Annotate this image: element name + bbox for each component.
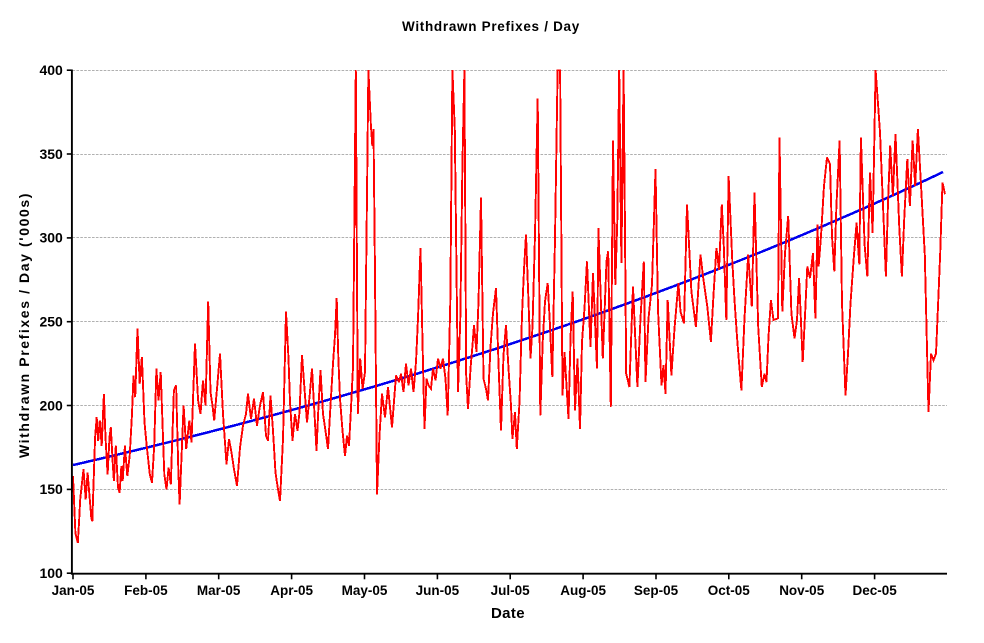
svg-text:Mar-05: Mar-05 [197,583,241,598]
svg-text:Sep-05: Sep-05 [634,583,679,598]
svg-text:Nov-05: Nov-05 [779,583,825,598]
svg-text:Aug-05: Aug-05 [560,583,606,598]
svg-text:Withdrawn Prefixes / Day ('000: Withdrawn Prefixes / Day ('000s) [16,192,32,458]
svg-text:200: 200 [39,397,63,413]
svg-text:150: 150 [39,481,63,497]
svg-text:Feb-05: Feb-05 [124,583,168,598]
svg-text:100: 100 [39,565,63,581]
svg-text:350: 350 [39,146,63,162]
svg-text:250: 250 [39,314,63,330]
svg-text:May-05: May-05 [342,583,388,598]
svg-text:Jan-05: Jan-05 [52,583,95,598]
svg-text:400: 400 [39,62,63,78]
svg-text:Dec-05: Dec-05 [852,583,897,598]
svg-text:Withdrawn Prefixes / Day: Withdrawn Prefixes / Day [402,19,580,34]
svg-text:300: 300 [39,230,63,246]
svg-text:Oct-05: Oct-05 [708,583,751,598]
svg-text:Jul-05: Jul-05 [491,583,531,598]
svg-text:Date: Date [491,605,525,622]
svg-text:Apr-05: Apr-05 [270,583,313,598]
svg-text:Jun-05: Jun-05 [416,583,460,598]
